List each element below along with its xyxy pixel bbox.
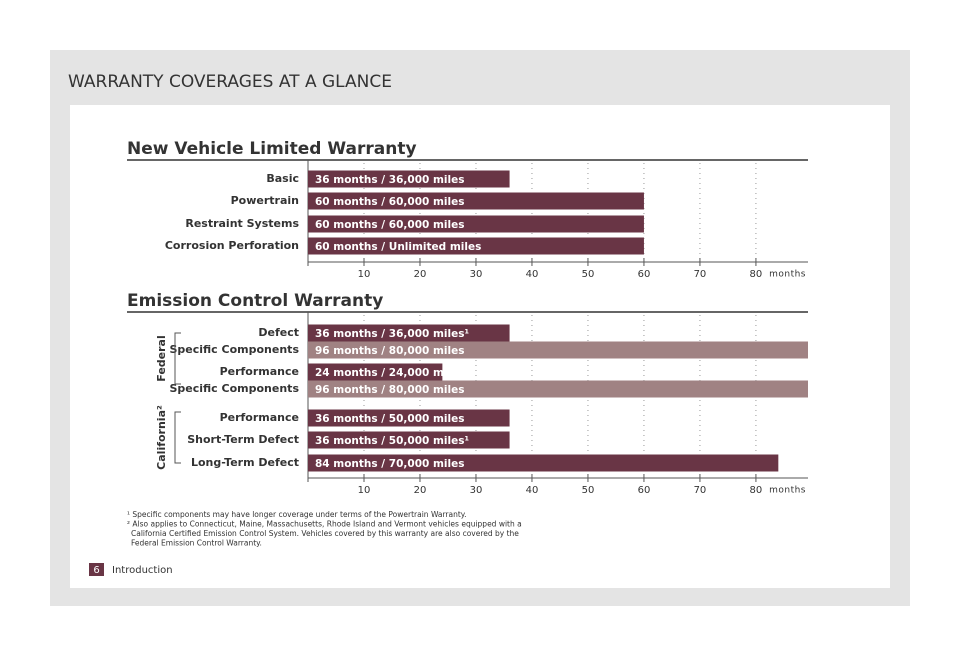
footnote: California Certified Emission Control Sy… (131, 529, 519, 538)
group-bracket (174, 332, 181, 385)
footnote: ² Also applies to Connecticut, Maine, Ma… (127, 520, 522, 529)
x-tick-label: 30 (470, 269, 483, 280)
category-label: Specific Components (169, 343, 299, 356)
category-label: Powertrain (231, 194, 299, 207)
bar (308, 215, 644, 233)
x-tick-label: 20 (414, 485, 427, 496)
footnote: Federal Emission Control Warranty. (131, 539, 262, 548)
page-number-box (89, 563, 104, 576)
category-label: Specific Components (169, 382, 299, 395)
bar (308, 192, 644, 210)
x-tick-label: 60 (638, 485, 651, 496)
bar (308, 341, 808, 359)
bar-label: 96 months / 80,000 miles (315, 384, 464, 396)
bar (308, 380, 808, 398)
bar-label: 36 months / 36,000 miles¹ (315, 328, 469, 340)
group-label: California² (155, 405, 168, 470)
bar-label: 36 months / 50,000 miles (315, 413, 464, 425)
category-label: Restraint Systems (185, 217, 299, 230)
x-tick-label: 80 (750, 269, 763, 280)
x-tick-label: 70 (694, 485, 707, 496)
group-label: Federal (155, 335, 168, 381)
footnote: ¹ Specific components may have longer co… (127, 510, 467, 519)
x-tick-label: 20 (414, 269, 427, 280)
x-tick-label: 50 (582, 485, 595, 496)
bar (308, 237, 644, 255)
chart-title: New Vehicle Limited Warranty (127, 139, 417, 159)
category-label: Basic (266, 172, 299, 185)
bar-label: 36 months / 50,000 miles¹ (315, 435, 469, 447)
x-tick-label: 40 (526, 269, 539, 280)
bar-label: 24 months / 24,000 miles (315, 367, 464, 379)
group-bracket (174, 411, 181, 464)
bar-label: 60 months / Unlimited miles (315, 241, 481, 253)
category-label: Corrosion Perforation (165, 239, 299, 252)
bar (308, 324, 510, 342)
section-name: Introduction (112, 565, 173, 576)
page-title: WARRANTY COVERAGES AT A GLANCE (68, 72, 392, 92)
bar-label: 96 months / 80,000 miles (315, 345, 464, 357)
bar (308, 431, 510, 449)
bar (308, 363, 443, 381)
x-tick-label: 70 (694, 269, 707, 280)
bar (308, 454, 779, 472)
page-number: 6 (93, 565, 99, 576)
x-tick-label: 80 (750, 485, 763, 496)
chart-title: Emission Control Warranty (127, 291, 383, 311)
bar (308, 409, 510, 427)
x-axis-label: months (769, 270, 806, 280)
x-tick-label: 40 (526, 485, 539, 496)
bar-label: 60 months / 60,000 miles (315, 196, 464, 208)
category-label: Short-Term Defect (187, 433, 299, 446)
x-tick-label: 10 (358, 269, 371, 280)
bar-label: 60 months / 60,000 miles (315, 219, 464, 231)
bar-label: 36 months / 36,000 miles (315, 174, 464, 186)
bar-label: 84 months / 70,000 miles (315, 458, 464, 470)
category-label: Performance (220, 365, 299, 378)
x-tick-label: 50 (582, 269, 595, 280)
x-tick-label: 60 (638, 269, 651, 280)
bar (308, 170, 510, 188)
category-label: Long-Term Defect (191, 456, 299, 469)
x-tick-label: 10 (358, 485, 371, 496)
category-label: Defect (258, 326, 299, 339)
x-axis-label: months (769, 486, 806, 496)
x-tick-label: 30 (470, 485, 483, 496)
category-label: Performance (220, 411, 299, 424)
